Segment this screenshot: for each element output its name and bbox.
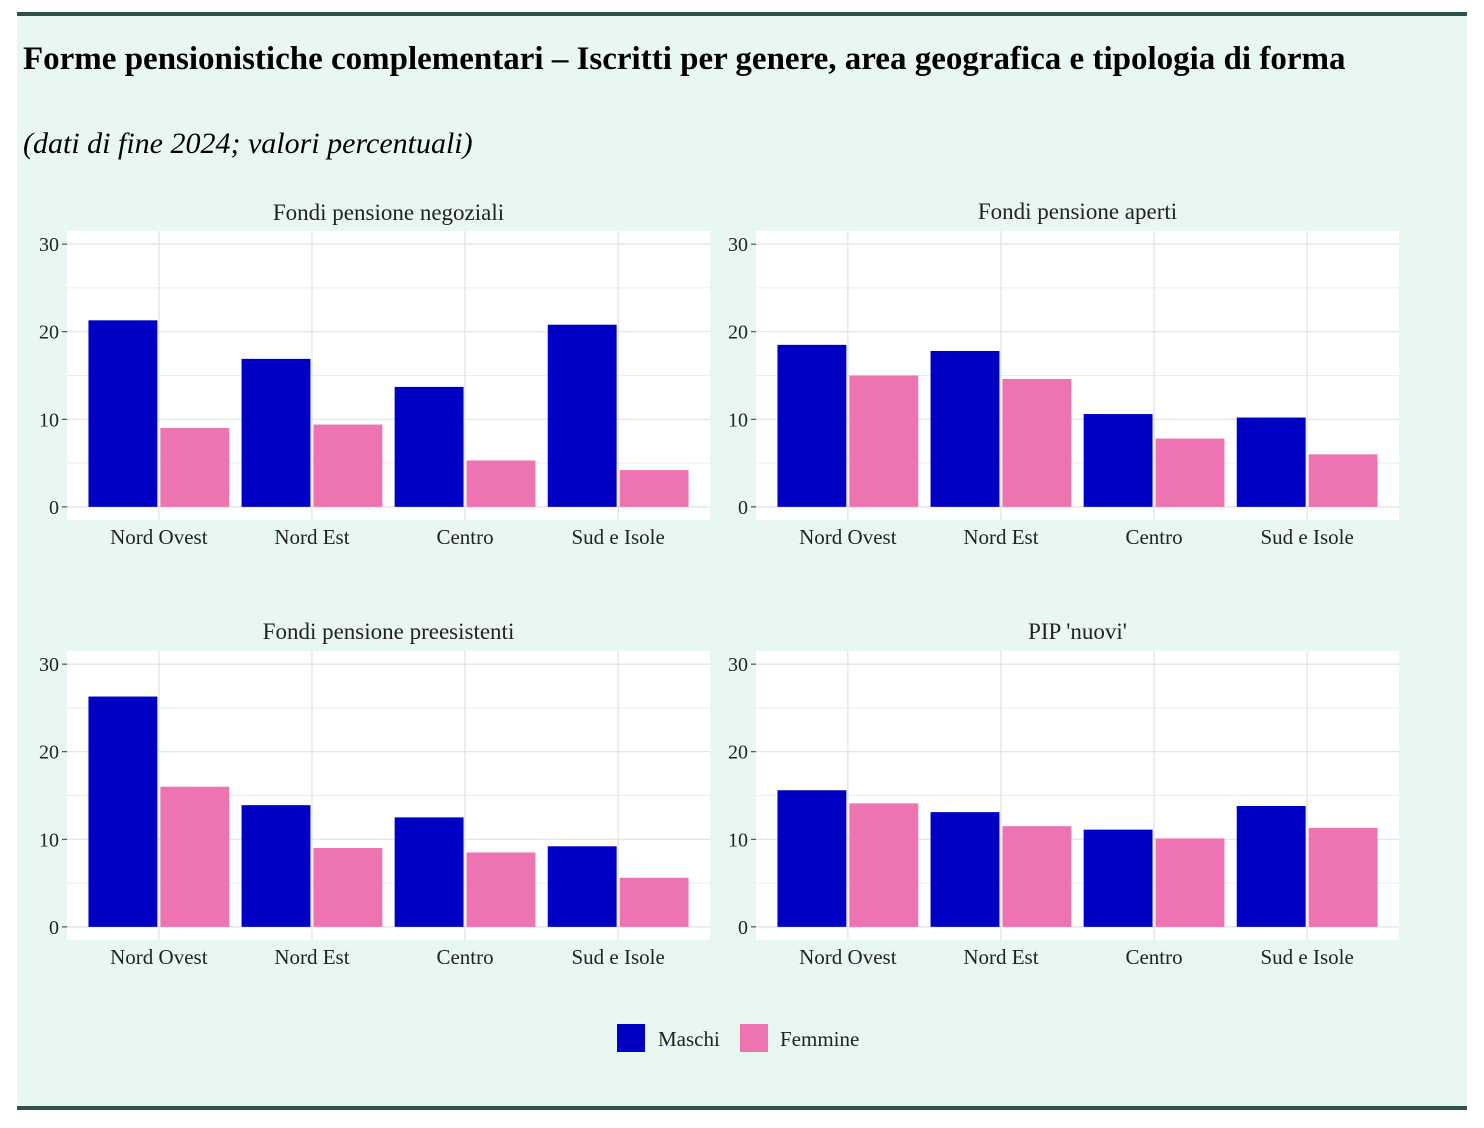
bar-femmine: [849, 803, 919, 927]
chart-panel-3: 0 10 20 30 Nord Ovest Nord Est Centro Sud e Iso…: [39, 619, 710, 969]
legend: Maschi Femmine: [617, 1024, 859, 1052]
bar-maschi: [930, 812, 1000, 927]
bar-femmine: [160, 428, 230, 507]
bar-femmine: [1308, 827, 1378, 927]
bar-maschi: [241, 358, 311, 507]
bar-maschi: [241, 805, 311, 927]
bar-maschi: [930, 350, 1000, 507]
y-tick-label: 10: [728, 409, 748, 431]
legend-label-femmine: Femmine: [780, 1027, 859, 1051]
bar-maschi: [777, 344, 847, 507]
bar-maschi: [777, 790, 847, 927]
x-tick-label: Sud e Isole: [571, 945, 664, 969]
y-tick-label: 30: [39, 234, 59, 256]
y-tick-label: 0: [49, 497, 59, 519]
x-tick-label: Centro: [1125, 945, 1182, 969]
figure-subtitle: (dati di fine 2024; valori percentuali): [23, 127, 473, 160]
y-tick-label: 20: [39, 322, 59, 344]
x-tick-label: Nord Est: [274, 945, 349, 969]
bar-maschi: [88, 320, 158, 507]
y-tick-label: 30: [728, 234, 748, 256]
panel-title: Fondi pensione aperti: [978, 199, 1177, 224]
bar-femmine: [313, 424, 383, 507]
bar-maschi: [394, 817, 464, 927]
y-tick-label: 0: [738, 497, 748, 519]
legend-swatch-maschi: [617, 1024, 645, 1052]
x-tick-label: Sud e Isole: [571, 525, 664, 549]
bar-femmine: [466, 852, 536, 927]
x-tick-label: Sud e Isole: [1260, 945, 1353, 969]
x-tick-label: Nord Ovest: [799, 525, 897, 549]
y-tick-label: 30: [728, 654, 748, 676]
y-tick-label: 10: [728, 829, 748, 851]
y-tick-label: 20: [728, 322, 748, 344]
panel-title: PIP 'nuovi': [1028, 619, 1127, 644]
x-tick-label: Nord Est: [963, 525, 1038, 549]
bar-maschi: [547, 324, 617, 507]
bar-femmine: [619, 877, 689, 927]
x-tick-label: Nord Est: [274, 525, 349, 549]
y-tick-label: 0: [738, 917, 748, 939]
y-tick-label: 30: [39, 654, 59, 676]
bar-femmine: [313, 848, 383, 927]
bar-maschi: [1236, 417, 1306, 507]
x-tick-label: Centro: [436, 525, 493, 549]
bar-femmine: [1002, 826, 1072, 927]
bar-maschi: [1236, 806, 1306, 927]
x-tick-label: Centro: [1125, 525, 1182, 549]
x-tick-label: Nord Ovest: [110, 525, 208, 549]
bar-maschi: [547, 846, 617, 927]
bar-femmine: [160, 786, 230, 927]
figure-title: Forme pensionistiche complementari – Isc…: [23, 41, 1346, 77]
bar-maschi: [394, 386, 464, 507]
bar-maschi: [1083, 414, 1153, 507]
y-tick-label: 10: [39, 829, 59, 851]
bar-femmine: [619, 470, 689, 507]
y-tick-label: 20: [728, 742, 748, 764]
bar-femmine: [849, 375, 919, 507]
x-tick-label: Nord Ovest: [799, 945, 897, 969]
bar-maschi: [1083, 829, 1153, 927]
x-tick-label: Sud e Isole: [1260, 525, 1353, 549]
bar-femmine: [1155, 438, 1225, 507]
panel-title: Fondi pensione negoziali: [273, 200, 504, 225]
x-tick-label: Centro: [436, 945, 493, 969]
bar-femmine: [1308, 454, 1378, 507]
bar-femmine: [1155, 838, 1225, 927]
panel-title: Fondi pensione preesistenti: [263, 619, 515, 644]
chart-panel-2: 0 10 20 30 Nord Ovest Nord Est Centro Sud e Iso…: [728, 199, 1399, 549]
legend-label-maschi: Maschi: [658, 1027, 720, 1051]
legend-swatch-femmine: [740, 1024, 768, 1052]
bar-femmine: [466, 460, 536, 507]
y-tick-label: 0: [49, 917, 59, 939]
x-tick-label: Nord Ovest: [110, 945, 208, 969]
chart-panel-4: 0 10 20 30 Nord Ovest Nord Est Centro Sud e Iso…: [728, 619, 1399, 969]
x-tick-label: Nord Est: [963, 945, 1038, 969]
chart-panel-1: 0 10 20 30 Nord Ovest Nord Est Centro Sud e Iso…: [39, 200, 710, 549]
y-tick-label: 20: [39, 742, 59, 764]
bar-maschi: [88, 696, 158, 927]
y-tick-label: 10: [39, 409, 59, 431]
bar-femmine: [1002, 379, 1072, 507]
